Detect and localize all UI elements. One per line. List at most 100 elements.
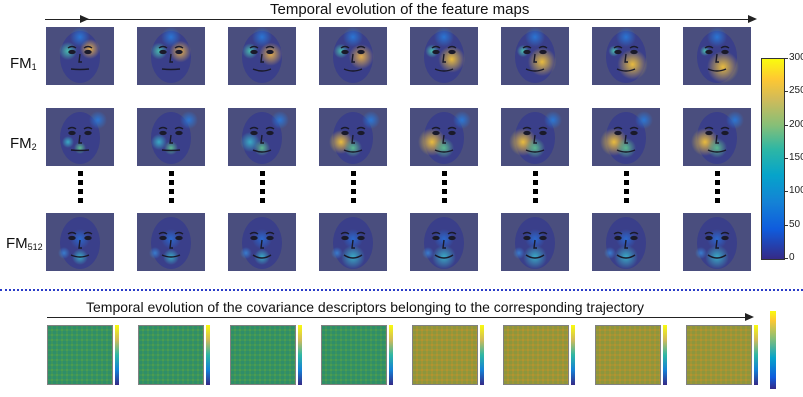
feature-map-heatmap-face bbox=[137, 27, 205, 85]
covariance-tile-colorbar bbox=[206, 325, 210, 385]
feature-map-heatmap-face bbox=[228, 108, 296, 166]
covariance-descriptor-matrix bbox=[230, 325, 296, 385]
row-label-fm512: FM512 bbox=[6, 235, 43, 256]
covariance-colorbar bbox=[770, 311, 776, 389]
row-label-fm1: FM1 bbox=[10, 55, 37, 76]
feature-map-heatmap-face bbox=[228, 27, 296, 85]
ellipsis-dot bbox=[351, 189, 356, 194]
colorbar-tick bbox=[784, 224, 788, 226]
row-label-fm1-name: FM bbox=[10, 55, 32, 72]
covariance-descriptor-matrix bbox=[138, 325, 204, 385]
ellipsis-dot bbox=[78, 180, 83, 185]
ellipsis-dot bbox=[715, 198, 720, 203]
ellipsis-dot bbox=[624, 189, 629, 194]
ellipsis-dot bbox=[533, 171, 538, 176]
ellipsis-dot bbox=[351, 198, 356, 203]
feature-map-heatmap-face bbox=[319, 27, 387, 85]
colorbar-tick-label: 50 bbox=[789, 218, 801, 230]
ellipsis-dot bbox=[533, 189, 538, 194]
top-time-arrow-start-head bbox=[80, 15, 89, 23]
ellipsis-dot bbox=[533, 180, 538, 185]
ellipsis-dots bbox=[624, 171, 629, 207]
covariance-tile-colorbar bbox=[663, 325, 667, 385]
covariance-descriptor-matrix bbox=[412, 325, 478, 385]
row-label-fm512-sub: 512 bbox=[27, 242, 43, 252]
ellipsis-dot bbox=[442, 189, 447, 194]
covariance-descriptor-matrix bbox=[503, 325, 569, 385]
feature-map-heatmap-face bbox=[501, 213, 569, 271]
colorbar-tick-label: 300 bbox=[789, 52, 803, 63]
ellipsis-dot bbox=[78, 198, 83, 203]
feature-map-heatmap-face bbox=[319, 213, 387, 271]
feature-map-heatmap-face bbox=[46, 108, 114, 166]
covariance-descriptor-matrix bbox=[321, 325, 387, 385]
feature-map-heatmap-face bbox=[683, 27, 751, 85]
colorbar-tick-label: 250 bbox=[789, 85, 803, 97]
ellipsis-dot bbox=[442, 171, 447, 176]
ellipsis-dots bbox=[715, 171, 720, 207]
feature-map-heatmap-face bbox=[46, 213, 114, 271]
row-label-fm1-sub: 1 bbox=[31, 62, 37, 72]
top-title: Temporal evolution of the feature maps bbox=[266, 1, 534, 19]
ellipsis-dot bbox=[351, 171, 356, 176]
ellipsis-dot bbox=[260, 198, 265, 203]
ellipsis-dots bbox=[260, 171, 265, 207]
colorbar-tick bbox=[784, 124, 788, 126]
bottom-time-arrow-head bbox=[745, 313, 754, 321]
covariance-tile-colorbar bbox=[571, 325, 575, 385]
feature-map-heatmap-face bbox=[592, 27, 660, 85]
ellipsis-dots bbox=[78, 171, 83, 207]
ellipsis-dots bbox=[442, 171, 447, 207]
ellipsis-dot bbox=[624, 171, 629, 176]
feature-map-heatmap-face bbox=[501, 108, 569, 166]
feature-map-heatmap-face bbox=[137, 108, 205, 166]
ellipsis-dot bbox=[169, 180, 174, 185]
feature-map-heatmap-face bbox=[228, 213, 296, 271]
colorbar-tick bbox=[784, 258, 788, 259]
feature-map-heatmap-face bbox=[592, 213, 660, 271]
ellipsis-dot bbox=[533, 198, 538, 203]
covariance-descriptor-matrix bbox=[686, 325, 752, 385]
top-time-arrow-head bbox=[748, 15, 757, 23]
feature-map-heatmap-face bbox=[410, 27, 478, 85]
feature-map-heatmap-face bbox=[592, 108, 660, 166]
bottom-time-arrow bbox=[47, 317, 747, 318]
ellipsis-dots bbox=[533, 171, 538, 207]
colorbar-tick-label: 150 bbox=[789, 152, 803, 163]
heatmap-colorbar bbox=[761, 58, 785, 260]
row-label-fm2-name: FM bbox=[10, 135, 32, 152]
feature-map-heatmap-face bbox=[46, 27, 114, 85]
ellipsis-dot bbox=[442, 198, 447, 203]
bottom-title: Temporal evolution of the covariance des… bbox=[82, 298, 648, 316]
colorbar-tick bbox=[784, 91, 788, 93]
colorbar-tick-label: 0 bbox=[789, 252, 795, 263]
covariance-descriptor-matrix bbox=[595, 325, 661, 385]
feature-map-heatmap-face bbox=[137, 213, 205, 271]
covariance-tile-colorbar bbox=[754, 325, 758, 385]
covariance-descriptor-matrix bbox=[47, 325, 113, 385]
ellipsis-dots bbox=[169, 171, 174, 207]
ellipsis-dot bbox=[260, 180, 265, 185]
ellipsis-dot bbox=[260, 171, 265, 176]
ellipsis-dot bbox=[78, 171, 83, 176]
ellipsis-dots bbox=[351, 171, 356, 207]
covariance-tile-colorbar bbox=[298, 325, 302, 385]
row-label-fm2-sub: 2 bbox=[31, 142, 37, 152]
colorbar-tick bbox=[784, 191, 788, 193]
colorbar-tick bbox=[784, 58, 788, 59]
ellipsis-dot bbox=[78, 189, 83, 194]
feature-map-heatmap-face bbox=[410, 108, 478, 166]
ellipsis-dot bbox=[169, 171, 174, 176]
ellipsis-dot bbox=[715, 171, 720, 176]
covariance-tile-colorbar bbox=[480, 325, 484, 385]
feature-map-heatmap-face bbox=[410, 213, 478, 271]
colorbar-tick bbox=[784, 158, 788, 159]
ellipsis-dot bbox=[351, 180, 356, 185]
ellipsis-dot bbox=[624, 198, 629, 203]
ellipsis-dot bbox=[442, 180, 447, 185]
ellipsis-dot bbox=[624, 180, 629, 185]
feature-map-heatmap-face bbox=[501, 27, 569, 85]
ellipsis-dot bbox=[260, 189, 265, 194]
colorbar-tick-label: 200 bbox=[789, 118, 803, 130]
feature-map-heatmap-face bbox=[683, 213, 751, 271]
